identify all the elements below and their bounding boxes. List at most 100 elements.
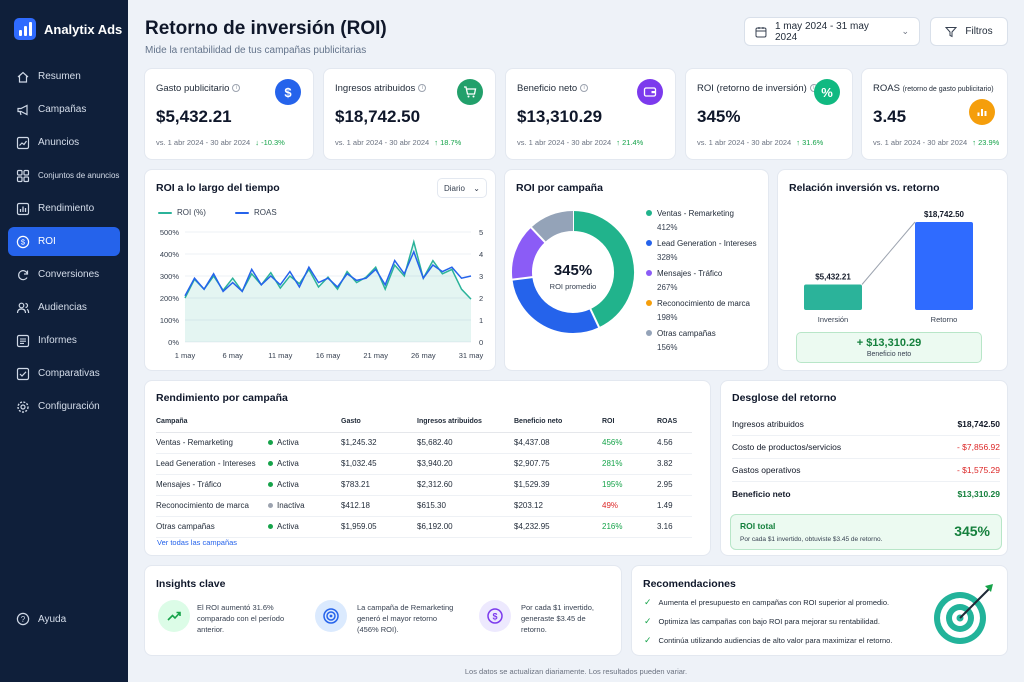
x-tick-label: 11 may (268, 351, 292, 360)
roas-cell: 2.95 (657, 474, 692, 496)
list-icon (16, 334, 30, 348)
y-tick-label: 500% (160, 228, 180, 237)
campaign-name: Lead Generation - Intereses (156, 453, 268, 475)
table-row[interactable]: Reconocimiento de marca Inactiva $412.18 $6… (156, 495, 692, 517)
spend-cell: $412.18 (341, 495, 417, 517)
y-tick-label: 400% (160, 250, 180, 259)
view-all-campaigns-link[interactable]: Ver todas las campañas (157, 538, 238, 547)
kpi-compare: vs. 1 abr 2024 - 30 abr 2024 ↑ 31.6% (697, 138, 823, 147)
sidebar-item-rendimiento[interactable]: Rendimiento (8, 194, 120, 223)
x-tick-label: 21 may (363, 351, 388, 360)
checklist-icon (16, 367, 30, 381)
table-row[interactable]: Mensajes - Tráfico Activa $783.21 $2,312.60… (156, 474, 692, 496)
table-row[interactable]: Lead Generation - Intereses Activa $1,032.… (156, 453, 692, 475)
column-header[interactable]: Gasto (341, 411, 417, 433)
column-header[interactable]: Ingresos atribuidos (417, 411, 514, 433)
roi-cell: 456% (602, 432, 657, 454)
total-roi-value: 345% (954, 523, 990, 539)
grid-icon (16, 169, 30, 183)
donut-separator (529, 226, 547, 244)
brand[interactable]: Analytix Ads (14, 18, 122, 40)
card-title: Recomendaciones (643, 578, 736, 590)
kpi-compare-text: vs. 1 abr 2024 - 30 abr 2024 (335, 138, 430, 147)
sidebar-item-resumen[interactable]: Resumen (8, 62, 120, 91)
kpi-change: ↓ -10.3% (255, 138, 285, 147)
legend-name: Mensajes - Tráfico (657, 269, 723, 278)
sidebar-item-informes[interactable]: Informes (8, 326, 120, 355)
legend-name: Otras campañas (657, 329, 716, 338)
users-icon (16, 301, 30, 315)
spend-cell: $1,245.32 (341, 432, 417, 454)
kpi-compare-text: vs. 1 abr 2024 - 30 abr 2024 (517, 138, 612, 147)
sidebar-item-conjuntos[interactable]: Conjuntos de anuncios (8, 161, 120, 190)
table-header-row: Campaña Gasto Ingresos atribuidos Benefi… (156, 411, 692, 433)
profit-cell: $4,437.08 (514, 432, 602, 454)
kpi-compare: vs. 1 abr 2024 - 30 abr 2024 ↑ 23.9% (873, 138, 999, 147)
sidebar-item-roi[interactable]: $ ROI (8, 227, 120, 256)
sidebar-item-comparativas[interactable]: Comparativas (8, 359, 120, 388)
column-header[interactable]: ROI (602, 411, 657, 433)
sidebar-item-conversiones[interactable]: Conversiones (8, 260, 120, 289)
roi-cell: 216% (602, 516, 657, 538)
kpi-label: Ingresos atribuidos i (335, 83, 427, 94)
sidebar-item-configuracion[interactable]: Configuración (8, 392, 120, 421)
info-icon[interactable]: i (232, 84, 241, 93)
status-dot (268, 482, 273, 488)
column-header (268, 411, 341, 433)
legend-dot (646, 210, 652, 216)
donut-separator (589, 307, 601, 329)
donut-legend-item: Ventas - Remarketing 412% (646, 209, 734, 232)
sidebar-item-anuncios[interactable]: Anuncios (8, 128, 120, 157)
roas-line (184, 249, 472, 297)
kpi-label-small: (retorno de gasto publicitario) (902, 86, 994, 93)
insights-card: Insights clave El ROI aumentó 31.6% comp… (144, 565, 622, 656)
info-icon[interactable]: i (418, 84, 427, 93)
legend-roi: ROI (%) (158, 208, 206, 217)
roas-cell: 3.16 (657, 516, 692, 538)
sidebar-item-audiencias[interactable]: Audiencias (8, 293, 120, 322)
revenue-cell: $5,682.40 (417, 432, 514, 454)
wallet-icon (637, 79, 663, 105)
bar-category-label: Inversión (818, 315, 848, 324)
filters-label: Filtros (965, 26, 993, 37)
legend-label: ROAS (254, 208, 277, 217)
filters-button[interactable]: Filtros (930, 17, 1008, 46)
bar-category-label: Retorno (931, 315, 958, 324)
info-icon[interactable]: i (580, 84, 589, 93)
bar-chart-icon (969, 99, 995, 125)
revenue-cell: $3,940.20 (417, 453, 514, 475)
chevron-down-icon: ⌄ (901, 26, 909, 36)
y-tick-label: 0% (168, 338, 179, 347)
campaign-name: Otras campañas (156, 516, 268, 538)
breakdown-value: $13,310.29 (957, 488, 1000, 499)
bar-value-label: $5,432.21 (815, 272, 851, 281)
dollar-icon: $ (275, 79, 301, 105)
total-roi-box: ROI total Por cada $1 invertido, obtuvis… (730, 514, 1002, 550)
breakdown-row: Gastos operativos - $1,575.29 (732, 459, 1000, 482)
table-row[interactable]: Otras campañas Activa $1,959.05 $6,192.00 $4… (156, 516, 692, 538)
legend-dot (646, 270, 652, 276)
column-header[interactable]: Campaña (156, 411, 268, 433)
target-arrow-icon (934, 584, 993, 644)
page-title: Retorno de inversión (ROI) (145, 18, 387, 39)
legend-name: Reconocimiento de marca (657, 299, 750, 308)
date-range-picker[interactable]: 1 may 2024 - 31 may 2024 ⌄ (744, 17, 920, 46)
profit-cell: $1,529.39 (514, 474, 602, 496)
column-header[interactable]: ROAS (657, 411, 692, 433)
help-link[interactable]: ? Ayuda (16, 612, 66, 626)
spend-cell: $1,959.05 (341, 516, 417, 538)
brand-name: Analytix Ads (44, 21, 123, 37)
legend-dot (646, 300, 652, 306)
kpi-label-text: Gasto publicitario (156, 83, 230, 94)
donut-slice (512, 227, 546, 280)
sidebar-item-label: Campañas (38, 104, 87, 115)
column-header[interactable]: Beneficio neto (514, 411, 602, 433)
kpi-change: ↑ 21.4% (616, 138, 644, 147)
sidebar-item-campanas[interactable]: Campañas (8, 95, 120, 124)
legend-value: 412% (657, 223, 678, 232)
revenue-cell: $6,192.00 (417, 516, 514, 538)
legend-swatch (158, 211, 172, 214)
kpi-card-roi: ROI (retorno de inversión)i 345% vs. 1 a… (685, 68, 853, 160)
granularity-select[interactable]: Diario ⌄ (437, 178, 487, 198)
table-row[interactable]: Ventas - Remarketing Activa $1,245.32 $5,68… (156, 432, 692, 454)
